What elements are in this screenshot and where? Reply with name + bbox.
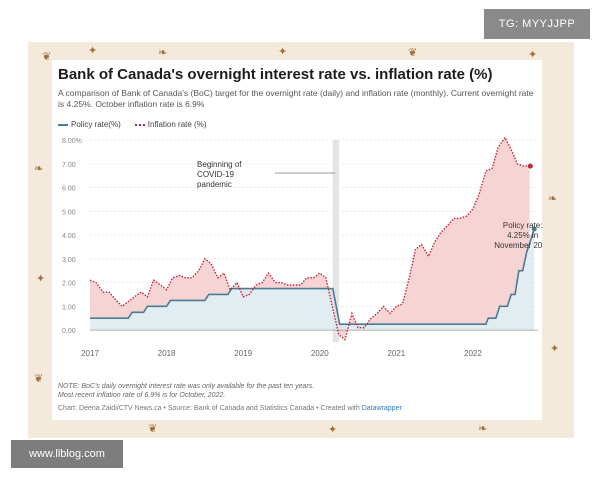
leaf-decoration-icon: ❦ (148, 423, 158, 435)
leaf-decoration-icon: ❧ (34, 163, 44, 175)
legend-label-inflation-rate: Inflation rate (%) (147, 120, 207, 129)
chart-subtitle: A comparison of Bank of Canada's (BoC) t… (58, 88, 534, 109)
legend-item-inflation-rate: Inflation rate (%) (134, 120, 207, 129)
y-tick-label: 1.00 (62, 304, 76, 311)
x-tick-label: 2022 (464, 349, 482, 358)
y-tick-label: 8.00% (62, 138, 82, 145)
leaf-decoration-icon: ❧ (548, 193, 558, 205)
legend-label-policy-rate: Policy rate(%) (71, 120, 121, 129)
star-decoration-icon: ✦ (36, 273, 46, 285)
x-tick-label: 2021 (387, 349, 405, 358)
leaf-decoration-icon: ❦ (34, 373, 44, 385)
tag-badge: TG: MYYJJPP (484, 9, 590, 39)
y-tick-label: 2.00 (62, 281, 76, 288)
leaf-decoration-icon: ❧ (158, 47, 168, 59)
y-tick-label: 5.00 (62, 209, 76, 216)
y-tick-label: 3.00 (62, 257, 76, 264)
policy-rate-end-point (531, 226, 537, 232)
star-decoration-icon: ✦ (550, 343, 560, 355)
inflation-gap-area (90, 137, 530, 339)
site-watermark: www.llblog.com (11, 440, 123, 468)
x-tick-label: 2019 (234, 349, 252, 358)
annotation-policy-text: November 2022 (494, 241, 542, 250)
inflation-rate-line (89, 136, 531, 341)
star-decoration-icon: ✦ (278, 46, 288, 58)
annotation-covid-text: Beginning of (197, 160, 242, 169)
annotation-policy-text: Policy rate: (503, 221, 542, 230)
annotation-covid-text: pandemic (197, 180, 232, 189)
annotation-policy-text: 4.25% in (507, 231, 538, 240)
legend-solid-line-icon (58, 123, 68, 126)
leaf-decoration-icon: ❦ (408, 47, 418, 59)
annotation-covid-text: COVID-19 (197, 170, 234, 179)
leaf-decoration-icon: ❧ (478, 423, 488, 435)
chart-title: Bank of Canada's overnight interest rate… (58, 66, 493, 83)
chart-card: Bank of Canada's overnight interest rate… (52, 60, 542, 420)
legend-dotted-line-icon (134, 123, 145, 126)
covid-highlight-band (332, 140, 339, 342)
policy-rate-area (90, 229, 535, 331)
y-tick-label: 0.00 (62, 328, 76, 335)
legend-item-policy-rate: Policy rate(%) (58, 120, 121, 129)
source-text: Chart: Deena Zaidi/CTV News.ca • Source:… (58, 405, 362, 412)
x-tick-label: 2020 (311, 349, 329, 358)
inflation-rate-end-point (527, 163, 533, 169)
y-tick-label: 7.00 (62, 162, 76, 169)
note-line-1: NOTE: BoC's daily overnight interest rat… (58, 383, 315, 390)
note-line-2: Most recent inflation rate of 6.9% is fo… (58, 392, 226, 399)
y-tick-label: 4.00 (62, 233, 76, 240)
datawrapper-link[interactable]: Datawrapper (361, 405, 402, 412)
x-tick-label: 2018 (158, 349, 176, 358)
leaf-decoration-icon: ❦ (42, 51, 52, 63)
star-decoration-icon: ✦ (88, 45, 98, 57)
x-tick-label: 2017 (81, 349, 99, 358)
y-tick-label: 6.00 (62, 186, 76, 193)
chart-source: Chart: Deena Zaidi/CTV News.ca • Source:… (58, 405, 402, 412)
star-decoration-icon: ✦ (528, 49, 538, 61)
line-chart: 0.00 1.00 2.00 3.00 4.00 5.00 6.00 7.00 8.00% 201… (62, 136, 542, 358)
chart-legend: Policy rate(%) Inflation rate (%) (58, 120, 207, 129)
star-decoration-icon: ✦ (328, 424, 338, 436)
chart-notes: NOTE: BoC's daily overnight interest rat… (58, 382, 314, 400)
policy-rate-line (90, 228, 535, 325)
